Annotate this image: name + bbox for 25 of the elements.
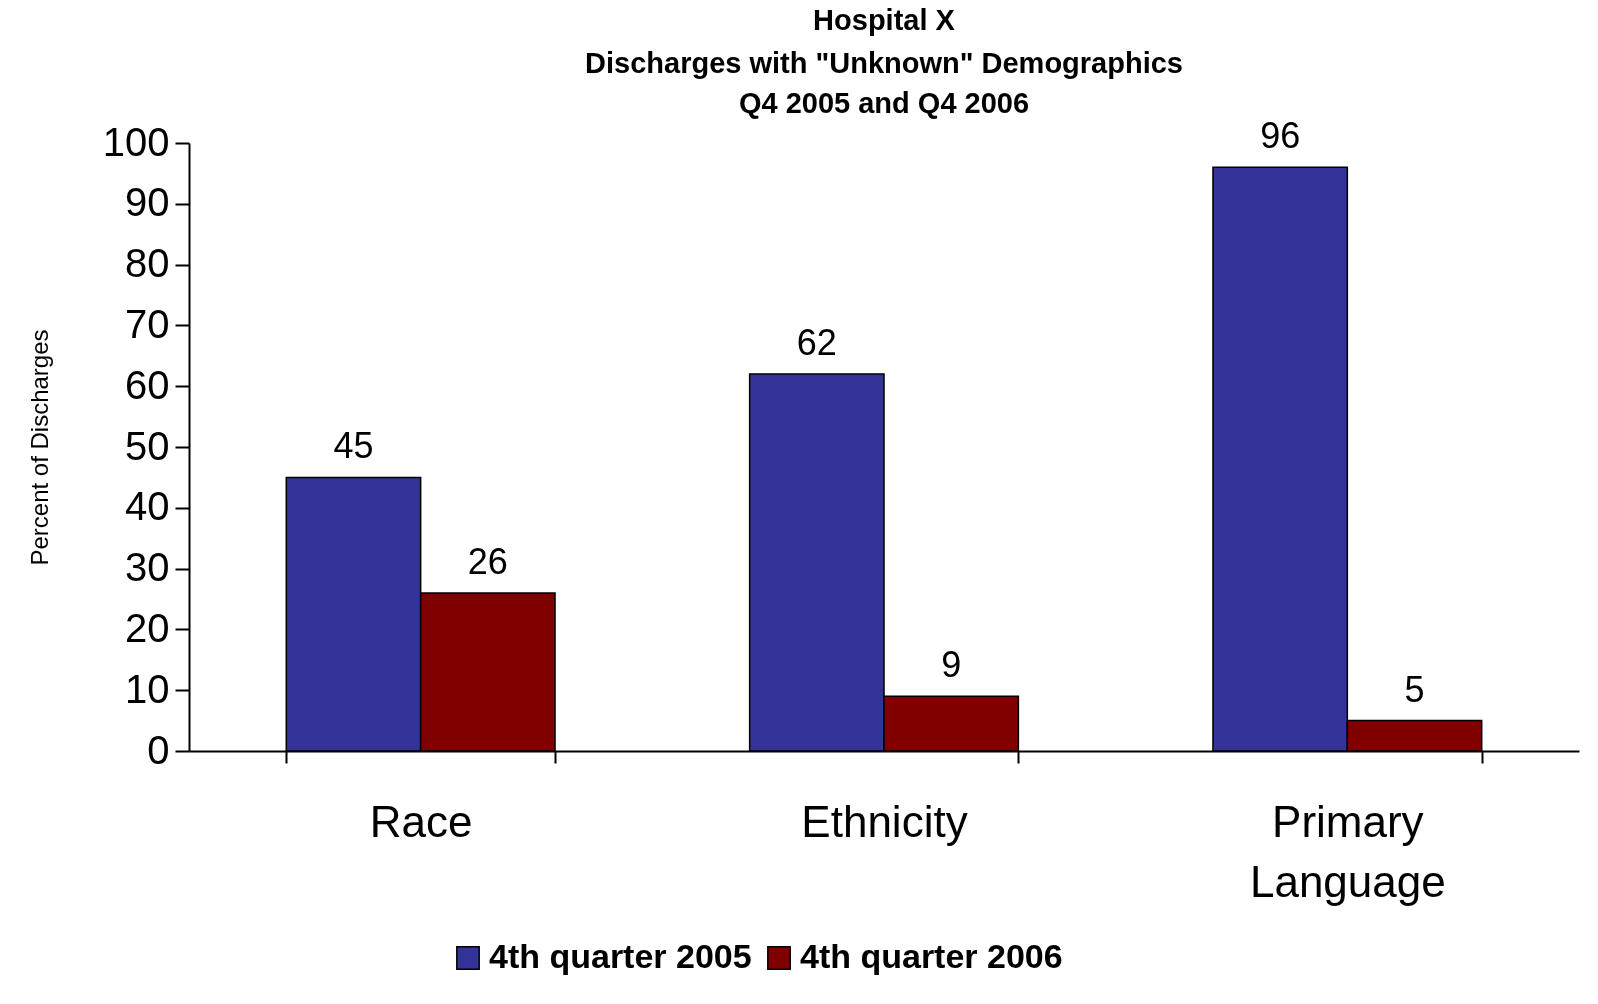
y-tick-label: 100 — [102, 119, 170, 164]
data-label: 96 — [1260, 115, 1301, 157]
y-tick-label: 50 — [125, 423, 170, 468]
y-tick-label: 10 — [125, 666, 170, 711]
x-tick-label: Race — [369, 796, 473, 846]
data-label: 62 — [796, 322, 837, 364]
y-axis-title: Percent of Discharges — [25, 329, 53, 566]
data-label: 5 — [1404, 668, 1425, 710]
y-tick-label: 0 — [147, 727, 170, 772]
data-label: 26 — [467, 540, 508, 582]
chart-title: Hospital X — [813, 4, 956, 37]
y-tick-label: 60 — [125, 362, 170, 407]
x-tick-label: Ethnicity — [801, 796, 968, 846]
chart-subtitle: Discharges with "Unknown" Demographics Q4 2005 and Q4 2006 — [585, 47, 1183, 120]
y-tick-label: 30 — [125, 545, 170, 590]
legend-label: 4th quarter 2005 — [489, 937, 752, 975]
y-tick-label: 80 — [125, 241, 170, 286]
y-tick-label: 90 — [125, 180, 170, 225]
y-tick-label: 70 — [125, 301, 170, 346]
y-tick-label: 20 — [125, 605, 170, 650]
data-label: 9 — [941, 644, 962, 686]
x-tick-label: Primary Language — [1249, 796, 1446, 906]
y-tick-label: 40 — [125, 484, 170, 529]
legend-label: 4th quarter 2006 — [800, 937, 1063, 975]
data-label: 45 — [333, 425, 374, 467]
